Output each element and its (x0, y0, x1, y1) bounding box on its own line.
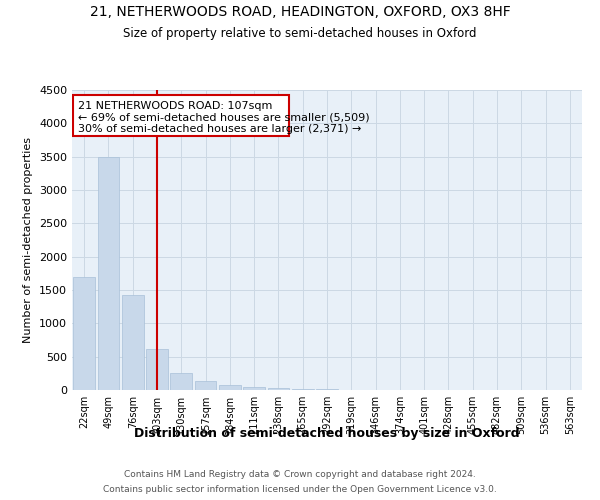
Bar (194, 381, 217, 390)
Bar (292, 388, 314, 390)
Bar (146, 348, 168, 390)
Text: ← 69% of semi-detached houses are smaller (5,509): ← 69% of semi-detached houses are smalle… (78, 112, 370, 122)
Text: 30% of semi-detached houses are larger (2,371) →: 30% of semi-detached houses are larger (… (78, 124, 361, 134)
Text: Size of property relative to semi-detached houses in Oxford: Size of property relative to semi-detach… (123, 28, 477, 40)
Bar (243, 386, 265, 390)
Bar (219, 386, 241, 390)
Bar (170, 374, 192, 390)
Text: 21 NETHERWOODS ROAD: 107sqm: 21 NETHERWOODS ROAD: 107sqm (78, 100, 272, 110)
Text: Contains public sector information licensed under the Open Government Licence v3: Contains public sector information licen… (103, 485, 497, 494)
Y-axis label: Number of semi-detached properties: Number of semi-detached properties (23, 137, 34, 343)
Text: Distribution of semi-detached houses by size in Oxford: Distribution of semi-detached houses by … (134, 428, 520, 440)
Bar (73, 276, 95, 390)
FancyBboxPatch shape (73, 96, 289, 136)
Bar (268, 388, 289, 390)
Bar (122, 294, 143, 390)
Bar (97, 156, 119, 390)
Text: 21, NETHERWOODS ROAD, HEADINGTON, OXFORD, OX3 8HF: 21, NETHERWOODS ROAD, HEADINGTON, OXFORD… (89, 5, 511, 19)
Text: Contains HM Land Registry data © Crown copyright and database right 2024.: Contains HM Land Registry data © Crown c… (124, 470, 476, 479)
